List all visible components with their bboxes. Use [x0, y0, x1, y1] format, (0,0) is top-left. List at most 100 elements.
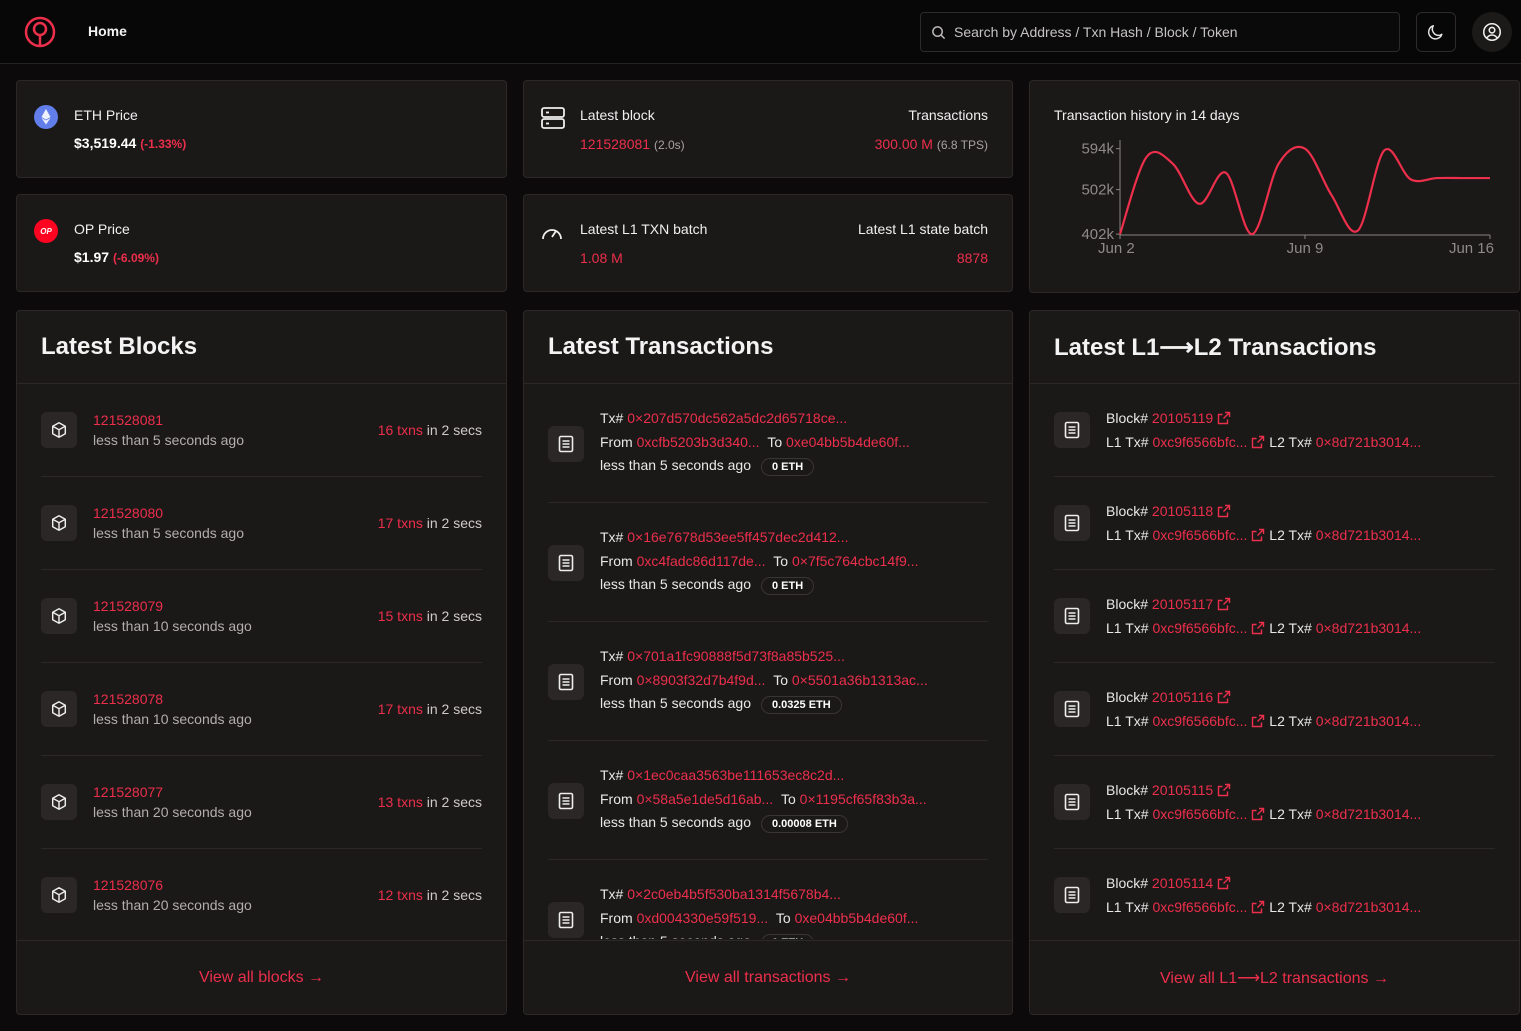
- block-txn-count[interactable]: 17 txns: [377, 701, 423, 717]
- tx-age-line: less than 5 seconds ago 0 ETH: [600, 457, 815, 476]
- block-number[interactable]: 121528080: [93, 505, 164, 521]
- external-link-icon[interactable]: [1251, 621, 1265, 635]
- tx-label: Tx#: [600, 529, 624, 545]
- l2-tx-hash[interactable]: 0×8d721b3014...: [1315, 527, 1422, 543]
- tx-from[interactable]: 0×58a5e1de5d16ab...: [636, 791, 774, 807]
- tx-from[interactable]: 0xcfb5203b3d340...: [636, 434, 760, 450]
- external-link-icon[interactable]: [1251, 807, 1265, 821]
- external-link-icon[interactable]: [1251, 714, 1265, 728]
- op-price-card: OP OP Price $1.97 (-6.09%): [16, 194, 507, 292]
- document-icon: [558, 554, 574, 572]
- l2-tx-hash[interactable]: 0×8d721b3014...: [1315, 620, 1422, 636]
- block-number[interactable]: 121528077: [93, 784, 164, 800]
- external-link-icon[interactable]: [1217, 690, 1231, 704]
- tx-from[interactable]: 0xc4fadc86d117de...: [636, 553, 766, 569]
- tx-to[interactable]: 0xe04bb5b4de60f...: [794, 910, 919, 926]
- l1-l2-block-number[interactable]: 20105116: [1151, 689, 1214, 705]
- transactions-value[interactable]: 300.00 M: [874, 136, 933, 152]
- l1-tx-hash[interactable]: 0xc9f6566bfc...: [1152, 806, 1248, 822]
- l2-tx-hash[interactable]: 0×8d721b3014...: [1315, 899, 1422, 915]
- transactions-label: Transactions: [908, 107, 988, 123]
- view-all-l1-l2-link[interactable]: View all L1⟶L2 transactions →: [1030, 940, 1519, 1014]
- l2-tx-hash[interactable]: 0×8d721b3014...: [1315, 806, 1422, 822]
- l2-tx-hash[interactable]: 0×8d721b3014...: [1315, 713, 1422, 729]
- external-link-icon[interactable]: [1251, 528, 1265, 542]
- block-txn-count[interactable]: 12 txns: [377, 887, 423, 903]
- block-number[interactable]: 121528078: [93, 691, 164, 707]
- tx-value-badge: 0.0325 ETH: [761, 696, 842, 714]
- tx-hash[interactable]: 0×701a1fc90888f5d73f8a85b525...: [627, 648, 845, 664]
- block-number[interactable]: 121528076: [93, 877, 164, 893]
- l1-l2-block-number[interactable]: 20105119: [1151, 410, 1214, 426]
- tx-from[interactable]: 0xd004330e59f519...: [636, 910, 769, 926]
- l1-state-batch-value[interactable]: 8878: [956, 250, 988, 266]
- document-icon: [1064, 886, 1080, 904]
- block-row: 121528081 less than 5 seconds ago 16 txns …: [41, 384, 482, 477]
- view-all-transactions-link[interactable]: View all transactions →: [524, 940, 1012, 1014]
- tx-hash[interactable]: 0×207d570dc562a5dc2d65718ce...: [627, 410, 848, 426]
- l1-tx-hash[interactable]: 0xc9f6566bfc...: [1152, 527, 1248, 543]
- l1-tx-hash[interactable]: 0xc9f6566bfc...: [1152, 620, 1248, 636]
- from-label: From: [600, 434, 633, 450]
- latest-block-value[interactable]: 121528081: [580, 136, 651, 152]
- block-duration: in 2 secs: [426, 515, 482, 531]
- block-txn-count[interactable]: 17 txns: [377, 515, 423, 531]
- latest-blocks-title: Latest Blocks: [41, 333, 198, 360]
- tx-to[interactable]: 0×1195cf65f83b3a...: [799, 791, 927, 807]
- tx-to[interactable]: 0×7f5c764cbc14f9...: [791, 553, 919, 569]
- tx-age: less than 5 seconds ago: [600, 814, 751, 830]
- l1-tx-hash[interactable]: 0xc9f6566bfc...: [1152, 899, 1248, 915]
- tx-from[interactable]: 0×8903f32d7b4f9d...: [636, 672, 766, 688]
- external-link-icon[interactable]: [1217, 876, 1231, 890]
- tx-to[interactable]: 0×5501a36b1313ac...: [791, 672, 928, 688]
- block-number[interactable]: 121528081: [93, 412, 164, 428]
- l1-l2-block-number[interactable]: 20105115: [1151, 782, 1214, 798]
- l1-l2-block-number[interactable]: 20105114: [1151, 875, 1214, 891]
- block-icon-box: [41, 784, 77, 820]
- search-input[interactable]: Search by Address / Txn Hash / Block / T…: [920, 12, 1400, 52]
- home-link[interactable]: Home: [88, 23, 127, 39]
- external-link-icon[interactable]: [1217, 504, 1231, 518]
- external-link-icon[interactable]: [1217, 411, 1231, 425]
- tx-age-line: less than 5 seconds ago 0.00008 ETH: [600, 814, 848, 833]
- external-link-icon[interactable]: [1217, 783, 1231, 797]
- l1-l2-tx-line: L1 Tx# 0xc9f6566bfc... L2 Tx# 0×8d721b30…: [1106, 527, 1421, 543]
- l1-l2-block-line: Block# 20105115: [1106, 782, 1231, 798]
- tx-hash[interactable]: 0×16e7678d53ee5ff457dec2d412...: [627, 529, 849, 545]
- external-link-icon[interactable]: [1217, 597, 1231, 611]
- view-all-blocks-link[interactable]: View all blocks →: [17, 940, 506, 1014]
- tx-label: Tx#: [600, 886, 624, 902]
- tx-value-badge: 0 ETH: [761, 934, 815, 939]
- logo-icon[interactable]: [24, 16, 56, 48]
- tx-value-badge: 0.00008 ETH: [761, 815, 848, 833]
- op-price-value: $1.97 (-6.09%): [74, 249, 159, 265]
- l1-l2-block-number[interactable]: 20105117: [1151, 596, 1214, 612]
- transaction-row: Tx# 0×701a1fc90888f5d73f8a85b525... From …: [548, 622, 988, 741]
- l1-l2-block-number[interactable]: 20105118: [1151, 503, 1214, 519]
- tx-hash[interactable]: 0×2c0eb4b5f530ba1314f5678b4...: [627, 886, 841, 902]
- top-bar: Home Search by Address / Txn Hash / Bloc…: [0, 0, 1521, 64]
- account-button[interactable]: [1472, 12, 1512, 52]
- tx-hash-line: Tx# 0×16e7678d53ee5ff457dec2d412...: [600, 529, 848, 545]
- op-icon: OP: [34, 219, 58, 243]
- l1-tx-hash[interactable]: 0xc9f6566bfc...: [1152, 713, 1248, 729]
- cube-icon: [51, 887, 67, 903]
- to-label: To: [773, 553, 789, 569]
- theme-toggle-button[interactable]: [1416, 12, 1456, 52]
- l1-tx-hash[interactable]: 0xc9f6566bfc...: [1152, 434, 1248, 450]
- block-label: Block#: [1106, 875, 1149, 891]
- tx-value-badge: 0 ETH: [761, 577, 815, 595]
- block-txn-count[interactable]: 15 txns: [377, 608, 423, 624]
- op-price-label: OP Price: [74, 221, 130, 237]
- external-link-icon[interactable]: [1251, 435, 1265, 449]
- tx-to[interactable]: 0xe04bb5b4de60f...: [786, 434, 910, 450]
- l1-txn-batch-value[interactable]: 1.08 M: [580, 250, 623, 266]
- block-number[interactable]: 121528079: [93, 598, 164, 614]
- block-txn-count[interactable]: 16 txns: [377, 422, 423, 438]
- external-link-icon[interactable]: [1251, 900, 1265, 914]
- l2-tx-hash[interactable]: 0×8d721b3014...: [1315, 434, 1422, 450]
- tx-hash[interactable]: 0×1ec0caa3563be111653ec8c2d...: [627, 767, 845, 783]
- block-row: 121528079 less than 10 seconds ago 15 txns…: [41, 570, 482, 663]
- block-txn-count[interactable]: 13 txns: [377, 794, 423, 810]
- block-age: less than 5 seconds ago: [93, 432, 244, 448]
